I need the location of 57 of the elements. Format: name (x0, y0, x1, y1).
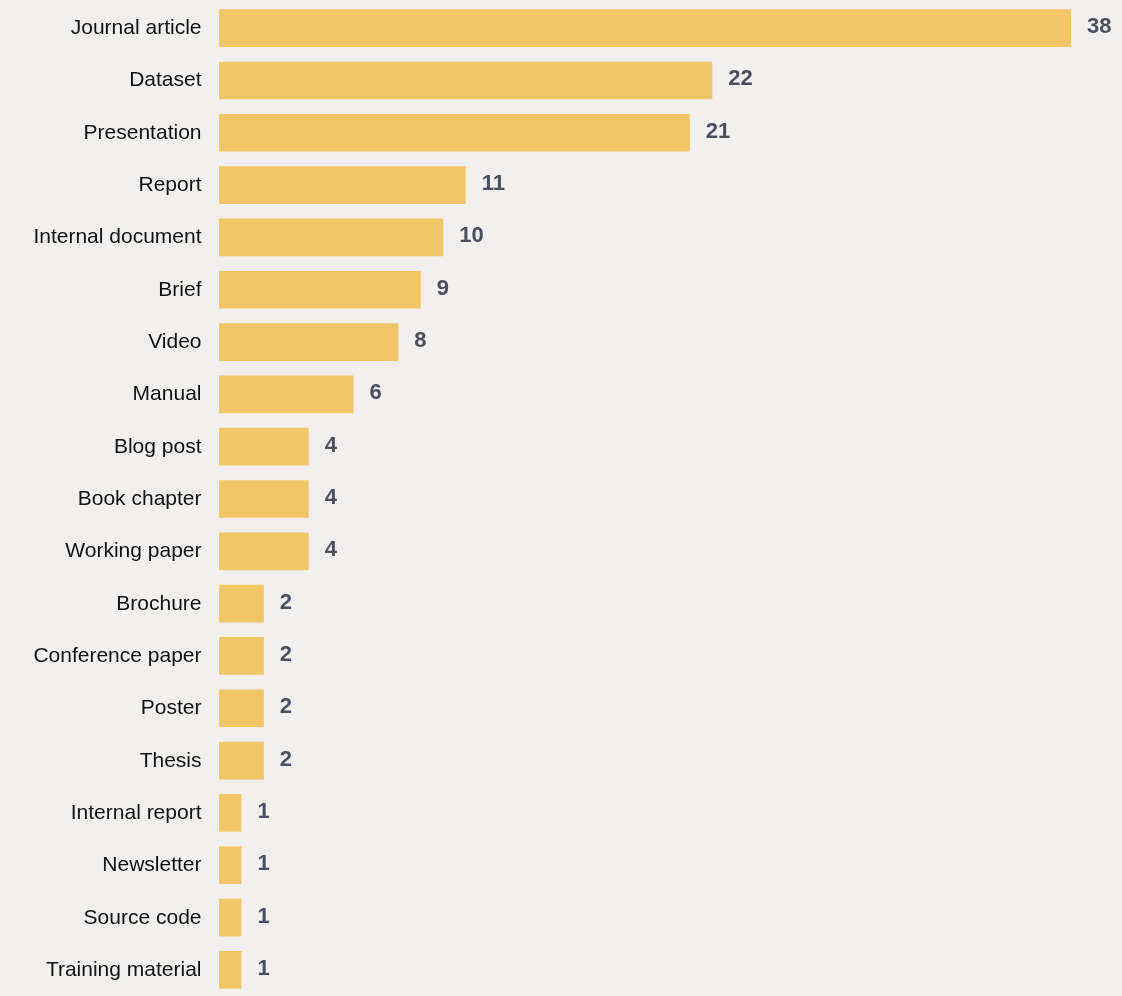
bar (219, 113, 690, 152)
data-label: 1 (257, 850, 270, 876)
y-tick-label: Brochure (116, 590, 202, 614)
data-label: 4 (324, 536, 338, 562)
data-label: 1 (257, 797, 270, 823)
data-label: 2 (279, 640, 293, 666)
bar (219, 689, 264, 728)
data-label: 1 (257, 902, 270, 928)
y-tick-label: Thesis (139, 747, 202, 771)
data-label: 1 (257, 954, 270, 980)
bar (219, 951, 242, 989)
bar (219, 584, 264, 623)
y-tick-label: Report (138, 172, 202, 196)
data-label: 38 (1087, 13, 1112, 39)
y-tick-label: Presentation (83, 119, 202, 143)
bar (219, 532, 309, 571)
data-label: 2 (279, 588, 293, 614)
bar (219, 846, 242, 885)
y-tick-label: Source code (83, 904, 202, 928)
bar (219, 270, 421, 309)
y-tick-label: Brief (158, 276, 202, 300)
data-label: 2 (279, 693, 293, 719)
data-label: 22 (728, 65, 753, 91)
y-tick-label: Working paper (65, 538, 202, 562)
y-tick-label: Video (148, 329, 202, 353)
data-label: 9 (436, 274, 450, 300)
y-tick-label: Manual (132, 381, 202, 405)
y-tick-label: Training material (45, 956, 202, 980)
bar (219, 741, 264, 780)
bar (219, 480, 309, 518)
bar (219, 637, 264, 675)
data-label: 10 (459, 222, 484, 248)
y-tick-label: Blog post (113, 433, 202, 457)
bar (219, 61, 713, 100)
bar (219, 166, 466, 204)
bar (219, 794, 242, 832)
y-tick-label: Internal report (70, 799, 202, 823)
data-label: 8 (414, 327, 427, 353)
data-label: 6 (369, 379, 382, 405)
data-label: 11 (481, 170, 505, 196)
data-label: 2 (279, 745, 293, 771)
y-tick-label: Internal document (33, 224, 202, 248)
bar (219, 218, 444, 257)
data-label: 4 (324, 484, 338, 509)
y-tick-label: Book chapter (77, 486, 202, 509)
y-tick-label: Poster (140, 695, 202, 719)
bar (219, 375, 354, 414)
bar (219, 898, 242, 937)
data-label: 4 (324, 431, 338, 457)
bar (219, 427, 309, 466)
y-tick-label: Conference paper (33, 642, 202, 666)
data-label: 21 (705, 117, 731, 143)
bar (219, 323, 399, 361)
bar (219, 9, 1071, 47)
y-tick-label: Newsletter (102, 852, 202, 876)
y-tick-label: Journal article (70, 15, 202, 39)
y-tick-label: Dataset (129, 67, 202, 91)
